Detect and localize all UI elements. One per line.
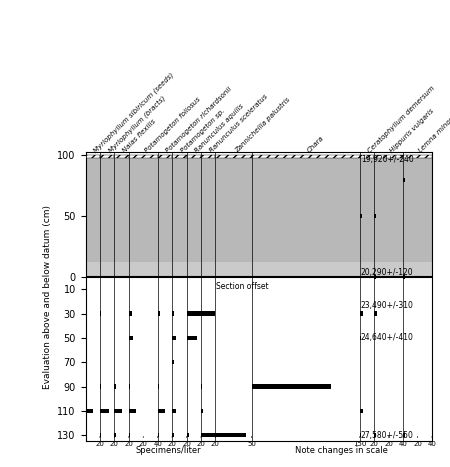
Text: Ranunculus sceleratus: Ranunculus sceleratus [208, 93, 269, 154]
Bar [360, 433, 361, 438]
Bar [172, 311, 174, 316]
Bar [86, 155, 100, 158]
Bar [187, 155, 201, 158]
Bar [252, 155, 360, 158]
Text: 24,640+/-410: 24,640+/-410 [361, 333, 414, 342]
Bar [360, 155, 374, 158]
Y-axis label: Evaluation above and below datum (cm): Evaluation above and below datum (cm) [43, 205, 52, 389]
Bar [201, 433, 216, 438]
Bar [100, 384, 101, 389]
Bar [360, 409, 363, 413]
Bar [403, 275, 405, 279]
Text: Myriophyllum sibiricum (seeds): Myriophyllum sibiricum (seeds) [93, 71, 175, 154]
Text: 20: 20 [95, 441, 104, 447]
Text: 20: 20 [168, 441, 176, 447]
Bar [216, 155, 252, 158]
Bar [86, 311, 87, 316]
Text: 20: 20 [413, 441, 422, 447]
Bar [86, 433, 87, 438]
Text: Specimens/liter: Specimens/liter [136, 446, 201, 455]
Bar [158, 155, 172, 158]
Bar [129, 155, 158, 158]
Text: 20: 20 [110, 441, 119, 447]
Bar [374, 275, 376, 279]
Text: 20: 20 [211, 441, 220, 447]
Text: Ranunculus aquilis: Ranunculus aquilis [194, 103, 245, 154]
Text: 20: 20 [139, 441, 148, 447]
Bar [187, 433, 189, 438]
Bar [374, 214, 376, 219]
Bar [360, 336, 361, 340]
Bar [114, 409, 122, 413]
Bar [216, 433, 246, 438]
Bar [100, 409, 108, 413]
Text: 20: 20 [384, 441, 393, 447]
Text: 23,490+/-310: 23,490+/-310 [361, 301, 414, 310]
Bar [187, 311, 216, 316]
Bar [374, 311, 377, 316]
Bar [403, 433, 405, 438]
Text: Myriophyllum (bracts): Myriophyllum (bracts) [107, 94, 166, 154]
Bar [360, 214, 362, 219]
Text: Naias flexilis: Naias flexilis [122, 118, 157, 154]
Bar [172, 155, 187, 158]
Bar [201, 155, 216, 158]
Text: 40: 40 [399, 441, 408, 447]
Bar [129, 311, 132, 316]
Bar [252, 384, 331, 389]
Text: Section offset: Section offset [216, 283, 269, 291]
Bar [86, 384, 87, 389]
Text: 40: 40 [428, 441, 436, 447]
Bar [158, 384, 159, 389]
Bar [172, 409, 176, 413]
Text: 50: 50 [247, 441, 256, 447]
Text: 20,290+/-120: 20,290+/-120 [361, 268, 414, 277]
Bar [158, 409, 165, 413]
Bar [100, 311, 101, 316]
Bar [129, 336, 133, 340]
Bar [86, 262, 432, 277]
Bar [201, 384, 202, 389]
Bar [201, 409, 203, 413]
Text: 20: 20 [182, 441, 191, 447]
Text: 20: 20 [124, 441, 133, 447]
Text: 150: 150 [353, 441, 366, 447]
Text: 40: 40 [153, 441, 162, 447]
Bar [86, 156, 432, 277]
Bar [374, 155, 403, 158]
Bar [172, 336, 176, 340]
Text: 27,580+/-550: 27,580+/-550 [361, 431, 414, 440]
Text: Potamogeton richardsonii: Potamogeton richardsonii [165, 85, 233, 154]
Text: 19,920+/-240: 19,920+/-240 [361, 155, 414, 163]
Bar [158, 311, 160, 316]
Bar [129, 409, 136, 413]
Bar [114, 433, 116, 438]
Text: Zannichellia palustris: Zannichellia palustris [234, 96, 291, 154]
Bar [187, 336, 198, 340]
Bar [129, 384, 130, 389]
Bar [114, 155, 129, 158]
Text: Lemna minor: Lemna minor [418, 116, 450, 154]
Bar [158, 433, 159, 438]
Bar [86, 409, 93, 413]
Bar [360, 311, 363, 316]
Text: Potamogeton foliosus: Potamogeton foliosus [143, 96, 201, 154]
Bar [114, 384, 116, 389]
Text: 20: 20 [197, 441, 206, 447]
Bar [100, 155, 114, 158]
Bar [172, 433, 174, 438]
Text: Hippuris vulgaris: Hippuris vulgaris [389, 107, 435, 154]
Bar [172, 360, 174, 364]
Text: Note changes in scale: Note changes in scale [295, 446, 388, 455]
Bar [129, 433, 130, 438]
Text: 20: 20 [370, 441, 379, 447]
Bar [403, 155, 432, 158]
Text: Ceratophyllum demersum: Ceratophyllum demersum [367, 85, 436, 154]
Text: Potamogeton sp.: Potamogeton sp. [180, 107, 226, 154]
Bar [374, 433, 376, 438]
Bar [100, 433, 101, 438]
Bar [403, 177, 405, 182]
Text: Chara: Chara [306, 134, 324, 154]
